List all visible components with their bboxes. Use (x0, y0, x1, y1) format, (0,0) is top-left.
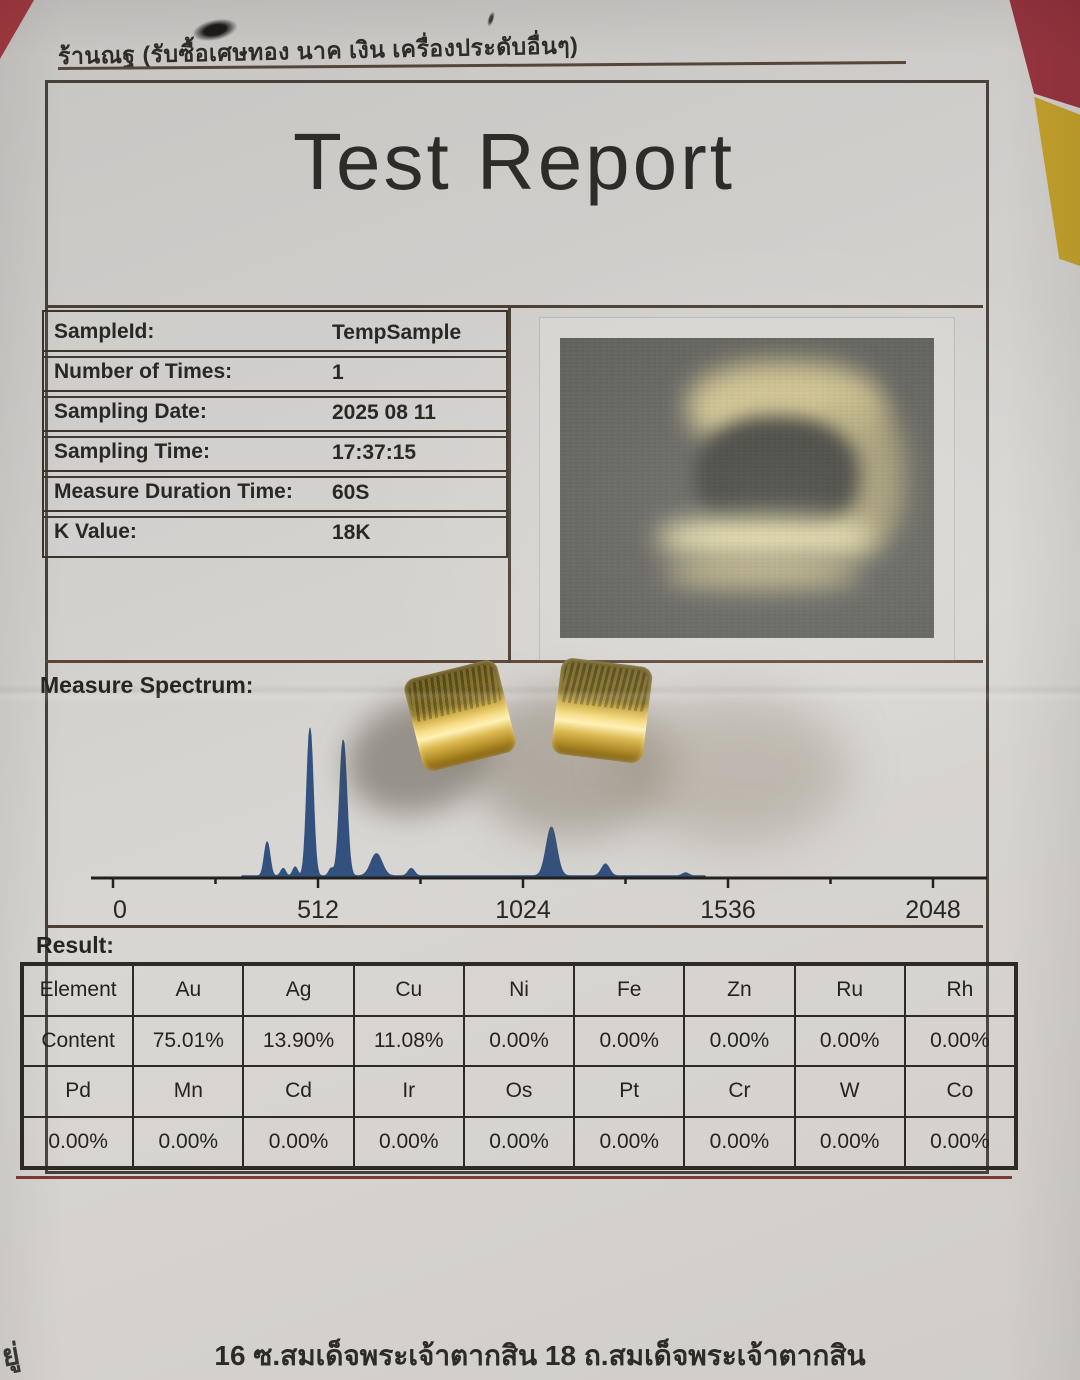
section-divider-result (45, 925, 983, 928)
background-cloth-red-topleft (0, 0, 34, 59)
result-table-cell: Mn (133, 1066, 244, 1117)
sample-info-value: 60S (332, 481, 370, 504)
result-table-cell: 0.00% (904, 1015, 1015, 1066)
gold-piece-shadow (620, 694, 850, 844)
photo-gold-band (664, 560, 860, 587)
sample-camera-image (560, 338, 934, 638)
sample-info-label: Sampling Time: (54, 440, 210, 463)
photo-cell-divider (508, 305, 511, 663)
result-table-cell: 0.00% (353, 1116, 464, 1167)
report-outer-border (45, 80, 989, 1174)
report-title: Test Report (292, 117, 736, 206)
result-table-cell: Content (23, 1015, 134, 1066)
sample-info-label: K Value: (54, 520, 137, 543)
result-table-cell: 0.00% (463, 1015, 575, 1066)
sample-info-row: K Value: 18K (42, 510, 508, 558)
result-table-cell: 0.00% (794, 1015, 905, 1066)
result-table-cell: 11.08% (353, 1015, 464, 1066)
photo-gold-band (657, 518, 875, 557)
result-table-cell: Rh (904, 965, 1015, 1016)
section-divider-spectrum (45, 660, 983, 663)
result-table-cell: Ni (463, 965, 575, 1016)
result-table-cell: Cr (684, 1066, 795, 1117)
result-table-cell: 0.00% (23, 1116, 134, 1167)
result-table-cell: 0.00% (133, 1116, 244, 1167)
result-table-cell: Pd (23, 1066, 134, 1117)
result-table-cell: Fe (574, 965, 685, 1016)
axis-tick-label: 1536 (700, 896, 756, 924)
result-table-cell: Ag (243, 965, 354, 1016)
photo-collimator-spot (694, 416, 860, 536)
result-table-cell: Cd (243, 1066, 354, 1117)
result-table-cell: 0.00% (684, 1015, 795, 1066)
sample-info-value: 17:37:15 (332, 441, 417, 464)
result-table-cell: 75.01% (133, 1015, 244, 1066)
sample-info-label: SampleId: (54, 320, 155, 343)
result-table-cell: W (794, 1066, 905, 1117)
section-divider-top (45, 305, 983, 308)
result-table-cell: 0.00% (243, 1116, 354, 1167)
result-table-cell: Ru (794, 965, 905, 1016)
result-table-cell: 0.00% (684, 1116, 795, 1167)
sample-info-label: Measure Duration Time: (54, 480, 293, 503)
result-table-cell: 0.00% (463, 1116, 575, 1167)
axis-tick-label: 2048 (905, 896, 961, 924)
sample-info-label: Number of Times: (54, 360, 233, 383)
background-cloth-yellow-topright (1034, 96, 1080, 266)
result-table-cell: 13.90% (243, 1015, 354, 1066)
result-table-cell: 0.00% (794, 1116, 905, 1167)
axis-tick-label: 512 (297, 896, 339, 924)
result-table-cell: Ir (353, 1066, 464, 1117)
result-table: Element Au Ag Cu Ni Fe Zn Ru Rh Content 75.01% 13.9… (20, 962, 1018, 1170)
ink-mark (482, 6, 500, 32)
sample-info-value: 18K (332, 521, 371, 544)
result-table-cell: 0.00% (574, 1116, 685, 1167)
gold-sample-piece (550, 656, 654, 765)
sample-photo-print (540, 318, 954, 660)
gold-knurl-texture (560, 661, 650, 712)
sample-info-value: TempSample (332, 321, 462, 344)
result-label: Result: (36, 932, 114, 958)
result-table-cell: Element (23, 965, 134, 1016)
footer-address: 16 ซ.สมเด็จพระเจ้าตากสิน 18 ถ.สมเด็จพระเ… (214, 1340, 866, 1371)
result-table-cell: Co (904, 1066, 1015, 1117)
sample-info-value: 1 (332, 361, 344, 384)
photo-noise-texture (560, 338, 934, 638)
sample-info-label: Sampling Date: (54, 400, 207, 423)
axis-tick-label: 0 (113, 896, 127, 924)
result-table-cell: Zn (684, 965, 795, 1016)
result-table-cell: Pt (574, 1066, 685, 1117)
measure-spectrum-label: Measure Spectrum: (40, 672, 254, 698)
result-table-cell: Os (463, 1066, 575, 1117)
bottom-maroon-rule (16, 1176, 1012, 1179)
result-table-cell: Au (133, 965, 244, 1016)
axis-tick-label: 1024 (495, 896, 551, 924)
spectrum-chart: 0 512 1024 1536 2048 (91, 727, 987, 924)
result-table-cell: 0.00% (904, 1116, 1015, 1167)
sample-info-value: 2025 08 11 (332, 401, 436, 424)
result-table-cell: 0.00% (574, 1015, 685, 1066)
result-table-cell: Cu (353, 965, 464, 1016)
